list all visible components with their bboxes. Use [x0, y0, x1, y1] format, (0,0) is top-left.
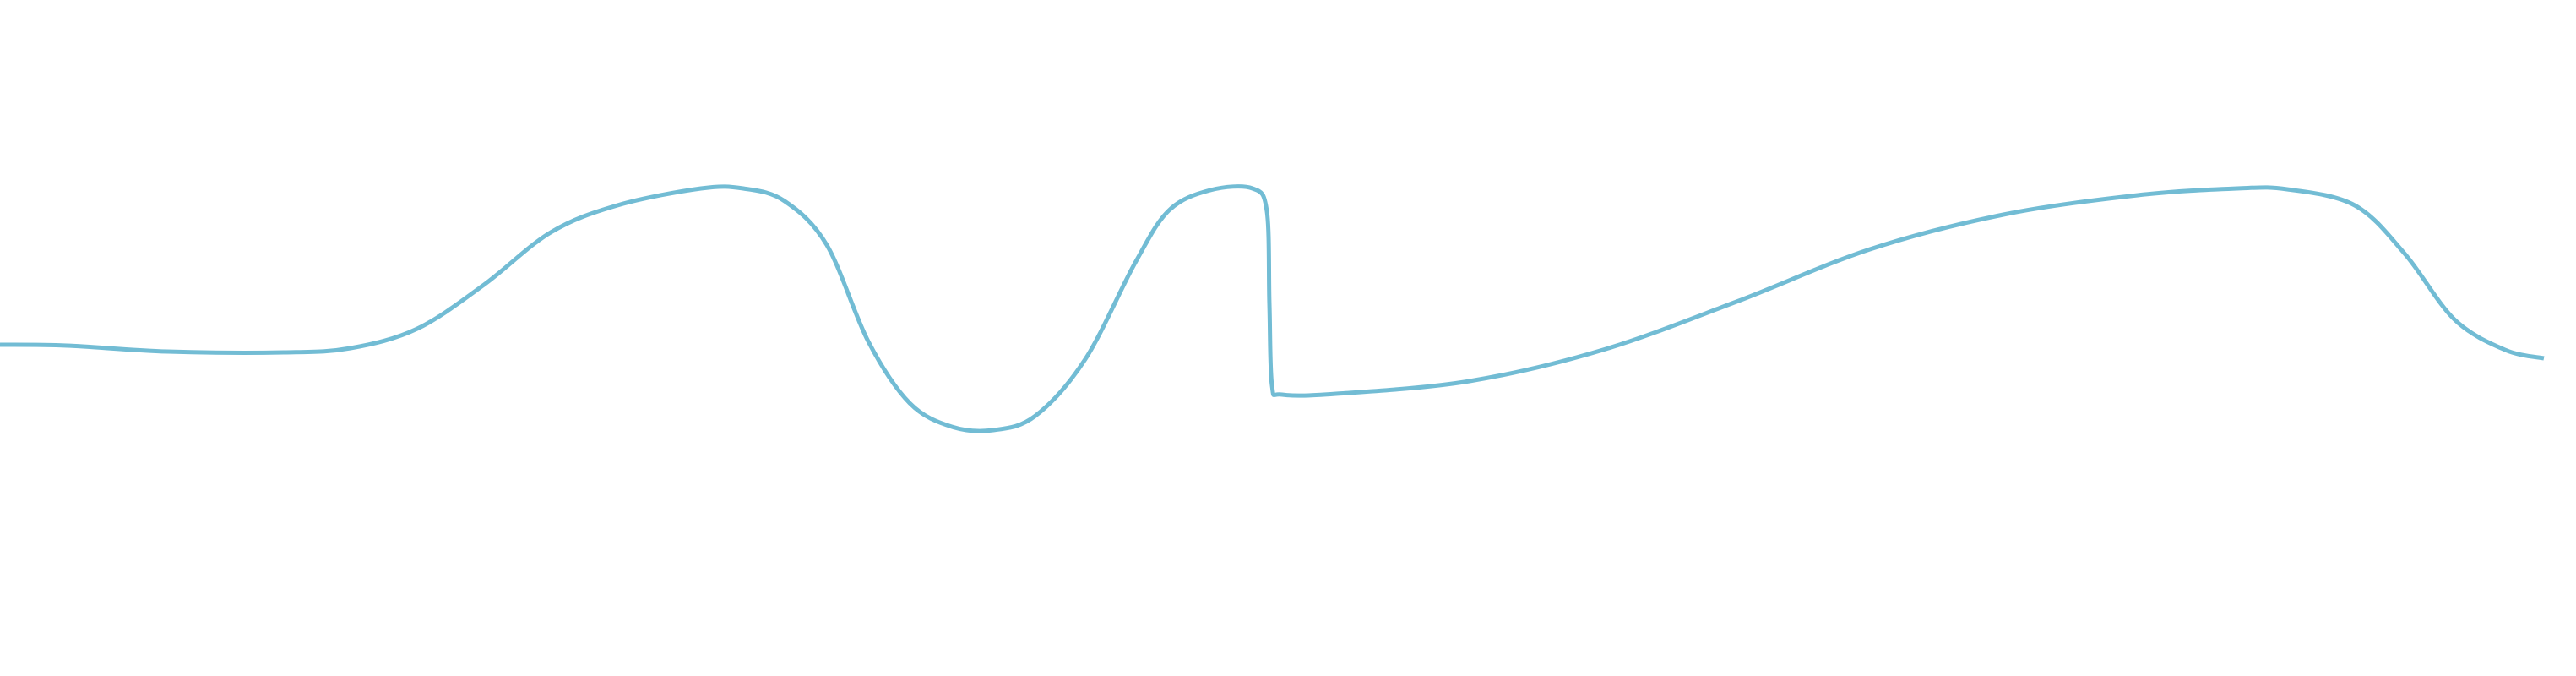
wave-line [0, 184, 2545, 433]
